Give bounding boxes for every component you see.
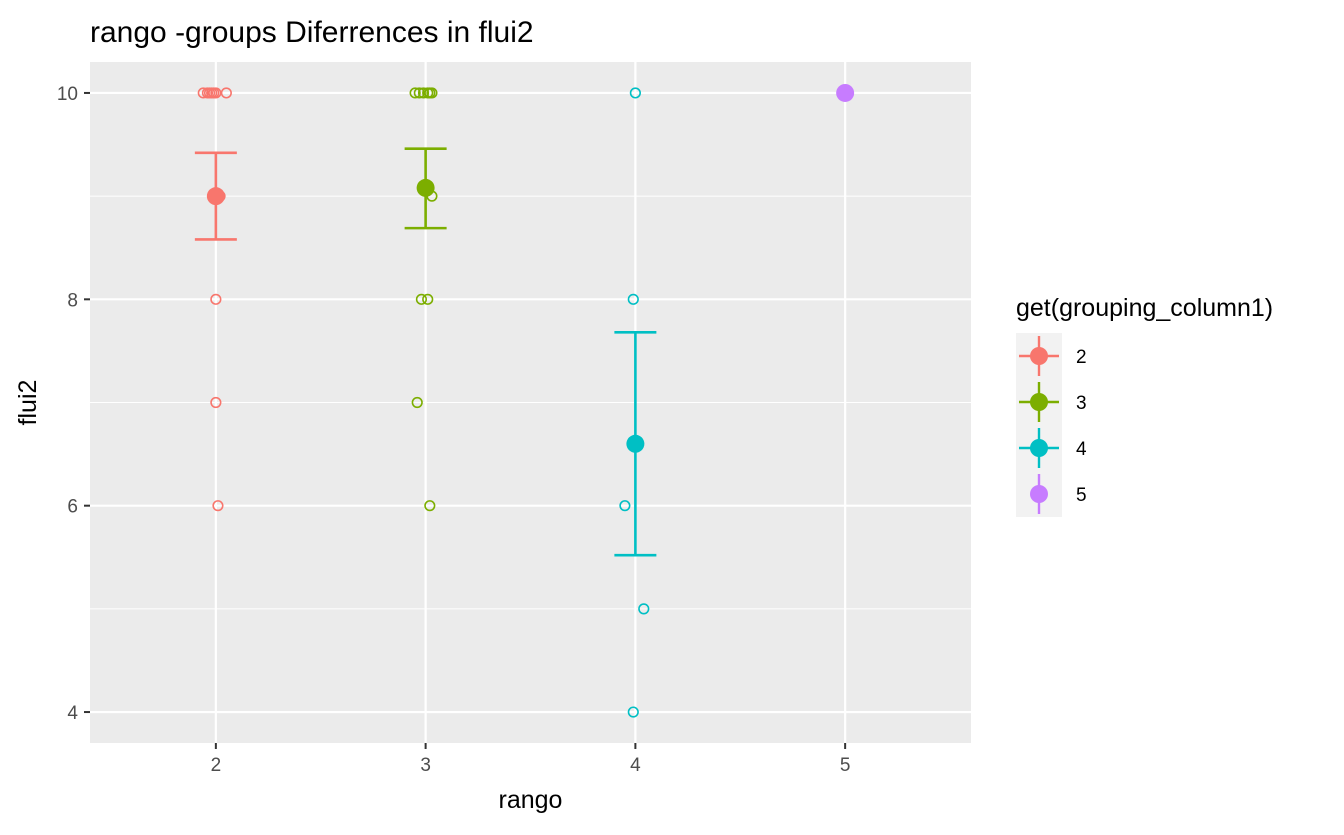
data-point xyxy=(409,87,421,99)
x-axis-title: rango xyxy=(499,786,563,814)
y-tick-label: 8 xyxy=(67,290,78,311)
legend-key-point xyxy=(1030,393,1048,411)
y-tick-label: 10 xyxy=(57,84,78,105)
mean-point xyxy=(836,83,855,102)
y-axis: 4 6 8 10 xyxy=(57,84,90,724)
legend-keys: 2 3 4 5 xyxy=(1016,333,1087,517)
data-point xyxy=(627,293,639,305)
data-point xyxy=(210,396,222,409)
chart-title: rango -groups Diferrences in flui2 xyxy=(90,16,534,49)
y-axis-title: flui2 xyxy=(14,380,42,426)
data-point xyxy=(638,603,650,615)
y-tick-label: 4 xyxy=(67,703,78,724)
x-axis: 2 3 4 5 xyxy=(211,743,851,776)
data-point xyxy=(629,87,641,99)
data-point xyxy=(413,87,425,99)
grid-minor xyxy=(90,195,971,610)
legend-label: 2 xyxy=(1076,347,1087,368)
data-point xyxy=(210,87,222,99)
mean-point xyxy=(626,434,645,453)
data-point xyxy=(212,500,224,512)
legend: get(grouping_column1) 2 3 4 5 xyxy=(1016,294,1273,517)
legend-key-point xyxy=(1030,439,1048,457)
legend-label: 3 xyxy=(1076,393,1087,414)
data-point xyxy=(627,706,639,718)
data-point xyxy=(426,87,438,99)
x-tick-label: 4 xyxy=(630,755,641,776)
legend-key-point xyxy=(1030,485,1048,503)
data-point xyxy=(197,87,209,99)
data-point xyxy=(417,87,430,99)
mean-layer xyxy=(206,83,855,453)
data-point xyxy=(422,293,434,305)
data-point xyxy=(424,500,436,512)
data-point xyxy=(220,87,232,99)
mean-point xyxy=(416,178,435,197)
x-tick-label: 3 xyxy=(420,755,431,776)
y-tick-label: 6 xyxy=(67,497,78,518)
legend-title: get(grouping_column1) xyxy=(1016,294,1273,322)
legend-key-point xyxy=(1030,347,1048,365)
data-point xyxy=(411,396,423,409)
data-point xyxy=(415,293,428,305)
data-point xyxy=(210,293,222,305)
x-tick-label: 5 xyxy=(840,755,851,776)
legend-label: 5 xyxy=(1076,485,1087,506)
data-point xyxy=(619,500,631,512)
legend-label: 4 xyxy=(1076,439,1087,460)
x-tick-label: 2 xyxy=(211,755,222,776)
mean-point xyxy=(206,187,225,206)
